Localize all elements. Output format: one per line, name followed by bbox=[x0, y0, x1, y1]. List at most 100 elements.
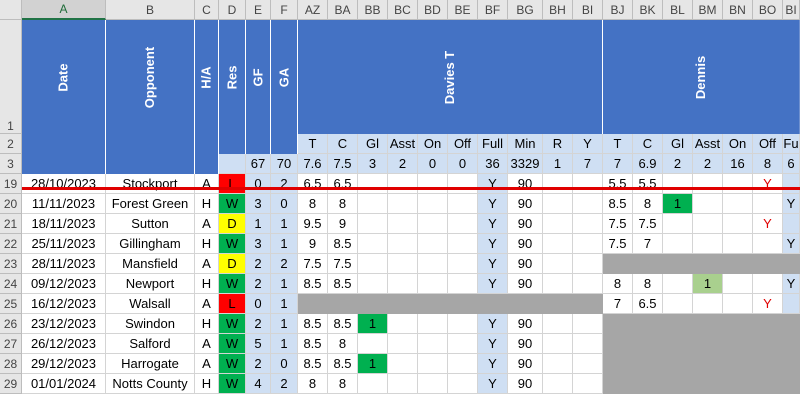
player1-stat-cell[interactable] bbox=[508, 294, 543, 314]
player2-stat-cell[interactable] bbox=[663, 234, 693, 254]
player1-stat-cell[interactable]: 7.5 bbox=[328, 254, 358, 274]
column-header-a[interactable]: A bbox=[22, 0, 106, 20]
player2-stat-cell[interactable] bbox=[723, 254, 753, 274]
player1-stat-cell[interactable]: 6.5 bbox=[298, 174, 328, 194]
player1-stat-cell[interactable] bbox=[448, 234, 478, 254]
player1-stat-cell[interactable] bbox=[573, 194, 603, 214]
player2-stat-cell[interactable] bbox=[723, 294, 753, 314]
player1-stat-cell[interactable]: Y bbox=[478, 194, 508, 214]
player2-stat-cell[interactable]: Y bbox=[753, 294, 783, 314]
column-header-bh[interactable]: BH bbox=[543, 0, 573, 20]
player2-stat-cell[interactable] bbox=[663, 374, 693, 394]
player1-stat-cell[interactable] bbox=[448, 334, 478, 354]
date-cell[interactable]: 26/12/2023 bbox=[22, 334, 106, 354]
player1-stat-cell[interactable] bbox=[448, 254, 478, 274]
player1-stat-cell[interactable] bbox=[478, 294, 508, 314]
player2-stat-cell[interactable] bbox=[783, 314, 800, 334]
player1-stat-cell[interactable]: Y bbox=[478, 254, 508, 274]
player1-stat-cell[interactable] bbox=[573, 254, 603, 274]
column-header-f[interactable]: F bbox=[271, 0, 298, 20]
opponent-cell[interactable]: Notts County bbox=[106, 374, 195, 394]
player1-stat-cell[interactable] bbox=[418, 234, 448, 254]
player1-stat-cell[interactable]: 90 bbox=[508, 274, 543, 294]
date-cell[interactable]: 11/11/2023 bbox=[22, 194, 106, 214]
player1-stat-cell[interactable] bbox=[388, 334, 418, 354]
home-away-cell[interactable]: H bbox=[195, 374, 219, 394]
player1-stat-cell[interactable]: 90 bbox=[508, 234, 543, 254]
player1-stat-cell[interactable]: Y bbox=[478, 274, 508, 294]
player1-stat-cell[interactable]: 9 bbox=[298, 234, 328, 254]
player1-stat-cell[interactable] bbox=[448, 354, 478, 374]
row-header[interactable]: 22 bbox=[0, 234, 22, 254]
home-away-cell[interactable]: A bbox=[195, 174, 219, 194]
player1-stat-cell[interactable] bbox=[388, 174, 418, 194]
player2-stat-cell[interactable] bbox=[693, 374, 723, 394]
player1-stat-cell[interactable] bbox=[358, 334, 388, 354]
date-cell[interactable]: 28/10/2023 bbox=[22, 174, 106, 194]
row-header[interactable]: 20 bbox=[0, 194, 22, 214]
player1-stat-cell[interactable]: 90 bbox=[508, 374, 543, 394]
goals-against-cell[interactable]: 2 bbox=[271, 174, 298, 194]
player1-stat-cell[interactable]: 8.5 bbox=[298, 354, 328, 374]
goals-for-cell[interactable]: 2 bbox=[246, 354, 271, 374]
player1-stat-cell[interactable] bbox=[543, 214, 573, 234]
player1-stat-cell[interactable] bbox=[298, 294, 328, 314]
home-away-cell[interactable]: A bbox=[195, 294, 219, 314]
player1-stat-cell[interactable]: Y bbox=[478, 374, 508, 394]
opponent-cell[interactable]: Sutton bbox=[106, 214, 195, 234]
row-header[interactable]: 29 bbox=[0, 374, 22, 394]
player1-stat-cell[interactable] bbox=[388, 214, 418, 234]
column-header-bm[interactable]: BM bbox=[693, 0, 723, 20]
player1-stat-cell[interactable] bbox=[328, 294, 358, 314]
player1-stat-cell[interactable] bbox=[543, 194, 573, 214]
opponent-cell[interactable]: Mansfield bbox=[106, 254, 195, 274]
player2-stat-cell[interactable] bbox=[753, 274, 783, 294]
player1-stat-cell[interactable]: 8 bbox=[328, 374, 358, 394]
goals-for-cell[interactable]: 4 bbox=[246, 374, 271, 394]
column-header-ba[interactable]: BA bbox=[328, 0, 358, 20]
player2-stat-cell[interactable] bbox=[693, 174, 723, 194]
result-cell[interactable]: W bbox=[219, 354, 246, 374]
player2-stat-cell[interactable] bbox=[723, 274, 753, 294]
goals-for-cell[interactable]: 2 bbox=[246, 254, 271, 274]
player2-stat-cell[interactable] bbox=[693, 294, 723, 314]
player1-stat-cell[interactable]: Y bbox=[478, 354, 508, 374]
player2-stat-cell[interactable]: Y bbox=[783, 274, 800, 294]
goals-against-cell[interactable]: 1 bbox=[271, 234, 298, 254]
player2-stat-cell[interactable]: 7 bbox=[633, 234, 663, 254]
player1-stat-cell[interactable] bbox=[388, 374, 418, 394]
result-cell[interactable]: L bbox=[219, 174, 246, 194]
date-cell[interactable]: 09/12/2023 bbox=[22, 274, 106, 294]
player1-stat-cell[interactable]: 90 bbox=[508, 174, 543, 194]
player2-stat-cell[interactable] bbox=[693, 354, 723, 374]
player2-stat-cell[interactable] bbox=[603, 254, 633, 274]
player2-stat-cell[interactable]: 5.5 bbox=[603, 174, 633, 194]
player1-stat-cell[interactable]: 9.5 bbox=[298, 214, 328, 234]
player2-stat-cell[interactable]: 8 bbox=[633, 274, 663, 294]
player2-stat-cell[interactable] bbox=[723, 354, 753, 374]
player2-stat-cell[interactable]: Y bbox=[753, 174, 783, 194]
player1-stat-cell[interactable] bbox=[388, 314, 418, 334]
player2-stat-cell[interactable] bbox=[753, 374, 783, 394]
player1-stat-cell[interactable] bbox=[418, 274, 448, 294]
goals-against-cell[interactable]: 1 bbox=[271, 334, 298, 354]
player2-stat-cell[interactable] bbox=[783, 214, 800, 234]
goals-against-cell[interactable]: 2 bbox=[271, 254, 298, 274]
player1-stat-cell[interactable]: Y bbox=[478, 314, 508, 334]
player2-stat-cell[interactable] bbox=[693, 194, 723, 214]
goals-against-cell[interactable]: 2 bbox=[271, 374, 298, 394]
player2-stat-cell[interactable] bbox=[753, 314, 783, 334]
opponent-cell[interactable]: Harrogate bbox=[106, 354, 195, 374]
player2-stat-cell[interactable] bbox=[663, 354, 693, 374]
home-away-cell[interactable]: A bbox=[195, 214, 219, 234]
goals-against-cell[interactable]: 1 bbox=[271, 294, 298, 314]
player1-stat-cell[interactable] bbox=[418, 254, 448, 274]
player2-stat-cell[interactable] bbox=[753, 254, 783, 274]
player2-stat-cell[interactable] bbox=[693, 234, 723, 254]
player2-stat-cell[interactable] bbox=[603, 334, 633, 354]
goals-against-cell[interactable]: 0 bbox=[271, 194, 298, 214]
player1-stat-cell[interactable]: 8.5 bbox=[328, 354, 358, 374]
player1-stat-cell[interactable]: 8.5 bbox=[328, 314, 358, 334]
player1-stat-cell[interactable]: 1 bbox=[358, 314, 388, 334]
player1-stat-cell[interactable]: 8 bbox=[298, 194, 328, 214]
